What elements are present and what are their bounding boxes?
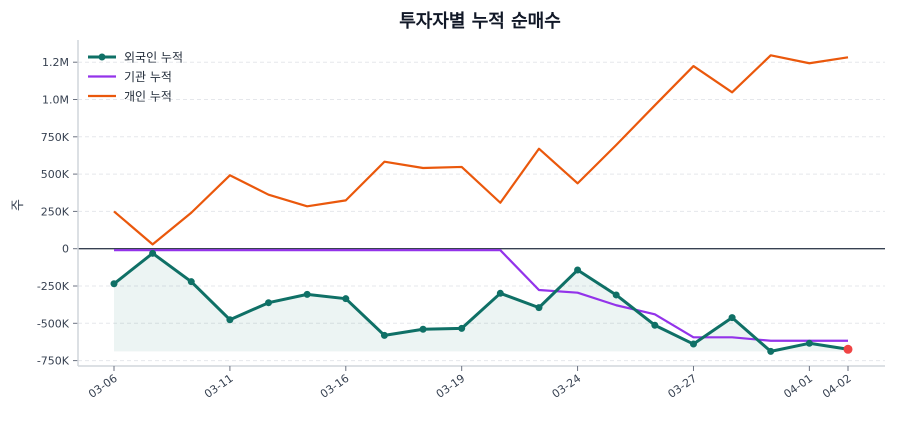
data-point [303, 290, 311, 298]
legend-label: 개인 누적 [124, 90, 172, 104]
x-tick-label: 04-01 [781, 372, 815, 401]
y-tick-label: 0 [62, 243, 69, 256]
last-point-highlight [843, 344, 853, 354]
data-point [767, 347, 775, 355]
legend-marker [98, 53, 106, 61]
foreign-area-fill [114, 253, 848, 352]
data-point [574, 266, 582, 274]
legend-label: 기관 누적 [124, 70, 172, 84]
data-point [265, 299, 273, 307]
y-tick-label: 1.2M [42, 56, 69, 69]
data-point [342, 295, 350, 303]
data-point [689, 340, 697, 348]
y-tick-label: -750K [37, 355, 70, 368]
x-tick-label: 03-27 [666, 372, 700, 401]
data-point [419, 325, 427, 333]
x-tick-label: 03-06 [86, 372, 120, 401]
series-line-2 [113, 54, 849, 246]
data-point [226, 316, 234, 324]
data-point [110, 280, 118, 288]
series-line-1 [114, 249, 848, 342]
y-axis-label: 주 [11, 199, 26, 211]
data-point [458, 324, 466, 332]
y-tick-label: 750K [41, 131, 70, 144]
y-tick-label: 250K [41, 205, 70, 218]
x-tick-label: 04-02 [820, 372, 854, 401]
x-tick-label: 03-16 [318, 372, 352, 401]
legend-label: 외국인 누적 [124, 51, 183, 65]
x-tick-label: 03-19 [434, 372, 468, 401]
series-line-0 [113, 251, 849, 353]
data-point [535, 304, 543, 312]
y-tick-label: -500K [37, 317, 70, 330]
y-tick-label: 500K [41, 168, 70, 181]
data-point [187, 278, 195, 286]
data-point [805, 339, 813, 347]
data-point [651, 321, 659, 329]
data-point [496, 289, 504, 297]
data-point [380, 331, 388, 339]
chart-title: 투자자별 누적 순매수 [399, 11, 561, 32]
data-point [149, 249, 157, 257]
x-tick-label: 03-24 [550, 372, 584, 401]
y-tick-label: -250K [37, 280, 70, 293]
data-point [728, 314, 736, 322]
y-tick-label: 1.0M [42, 94, 69, 107]
data-point [612, 291, 620, 299]
x-tick-label: 03-11 [202, 372, 236, 401]
